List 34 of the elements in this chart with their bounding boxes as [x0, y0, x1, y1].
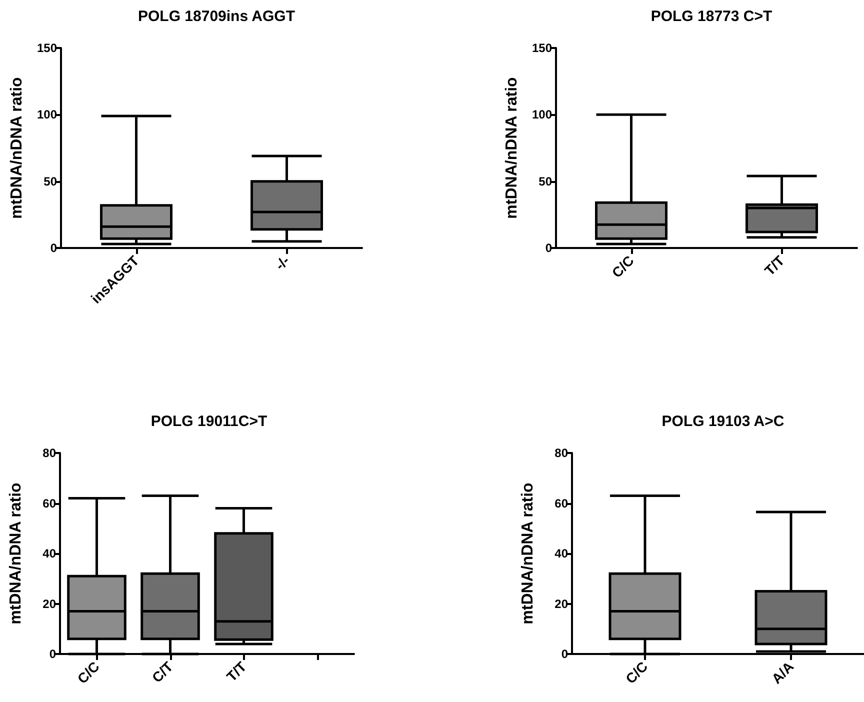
chart-title: POLG 18773 C>T [650, 8, 772, 25]
x-tick-label: -/- [272, 252, 293, 273]
y-tick-label: 20 [554, 596, 568, 611]
y-tick-label: 0 [49, 647, 56, 661]
y-axis-title: mtDNA/nDNA ratio [8, 76, 26, 219]
x-tick-label: C/C [608, 252, 637, 281]
y-tick-label: 80 [42, 446, 56, 460]
y-tick-label: 150 [532, 41, 552, 55]
x-tick-label: T/T [761, 252, 788, 278]
y-tick-label: 0 [545, 241, 552, 255]
y-tick-label: 50 [44, 174, 58, 188]
y-axis-title: mtDNA/nDNA ratio [8, 482, 24, 624]
y-tick-label: 60 [42, 496, 56, 510]
chart-title: POLG 18709ins AGGT [138, 8, 295, 25]
y-tick-label: 20 [42, 596, 56, 611]
y-tick-label: 80 [554, 446, 568, 460]
x-tick-label: C/T [148, 658, 176, 686]
y-tick-label: 100 [532, 108, 552, 122]
x-tick-label: C/C [622, 658, 651, 687]
y-axis-title: mtDNA/nDNA ratio [520, 482, 536, 624]
y-tick-label: 50 [538, 174, 552, 188]
chart-title: POLG 19011C>T [150, 413, 268, 430]
y-tick-label: 40 [554, 546, 568, 560]
y-tick-label: 0 [561, 647, 568, 661]
x-tick-label: C/C [74, 658, 102, 687]
y-tick-label: 150 [36, 41, 58, 55]
y-tick-label: 40 [42, 546, 56, 560]
y-tick-label: 100 [36, 108, 58, 122]
chart-title: POLG 19103 A>C [662, 413, 784, 430]
x-tick-label: T/T [223, 658, 250, 684]
x-tick-label: A/A [768, 658, 797, 687]
y-axis-title: mtDNA/nDNA ratio [504, 76, 520, 219]
y-tick-label: 0 [50, 241, 58, 255]
y-tick-label: 60 [554, 496, 568, 510]
